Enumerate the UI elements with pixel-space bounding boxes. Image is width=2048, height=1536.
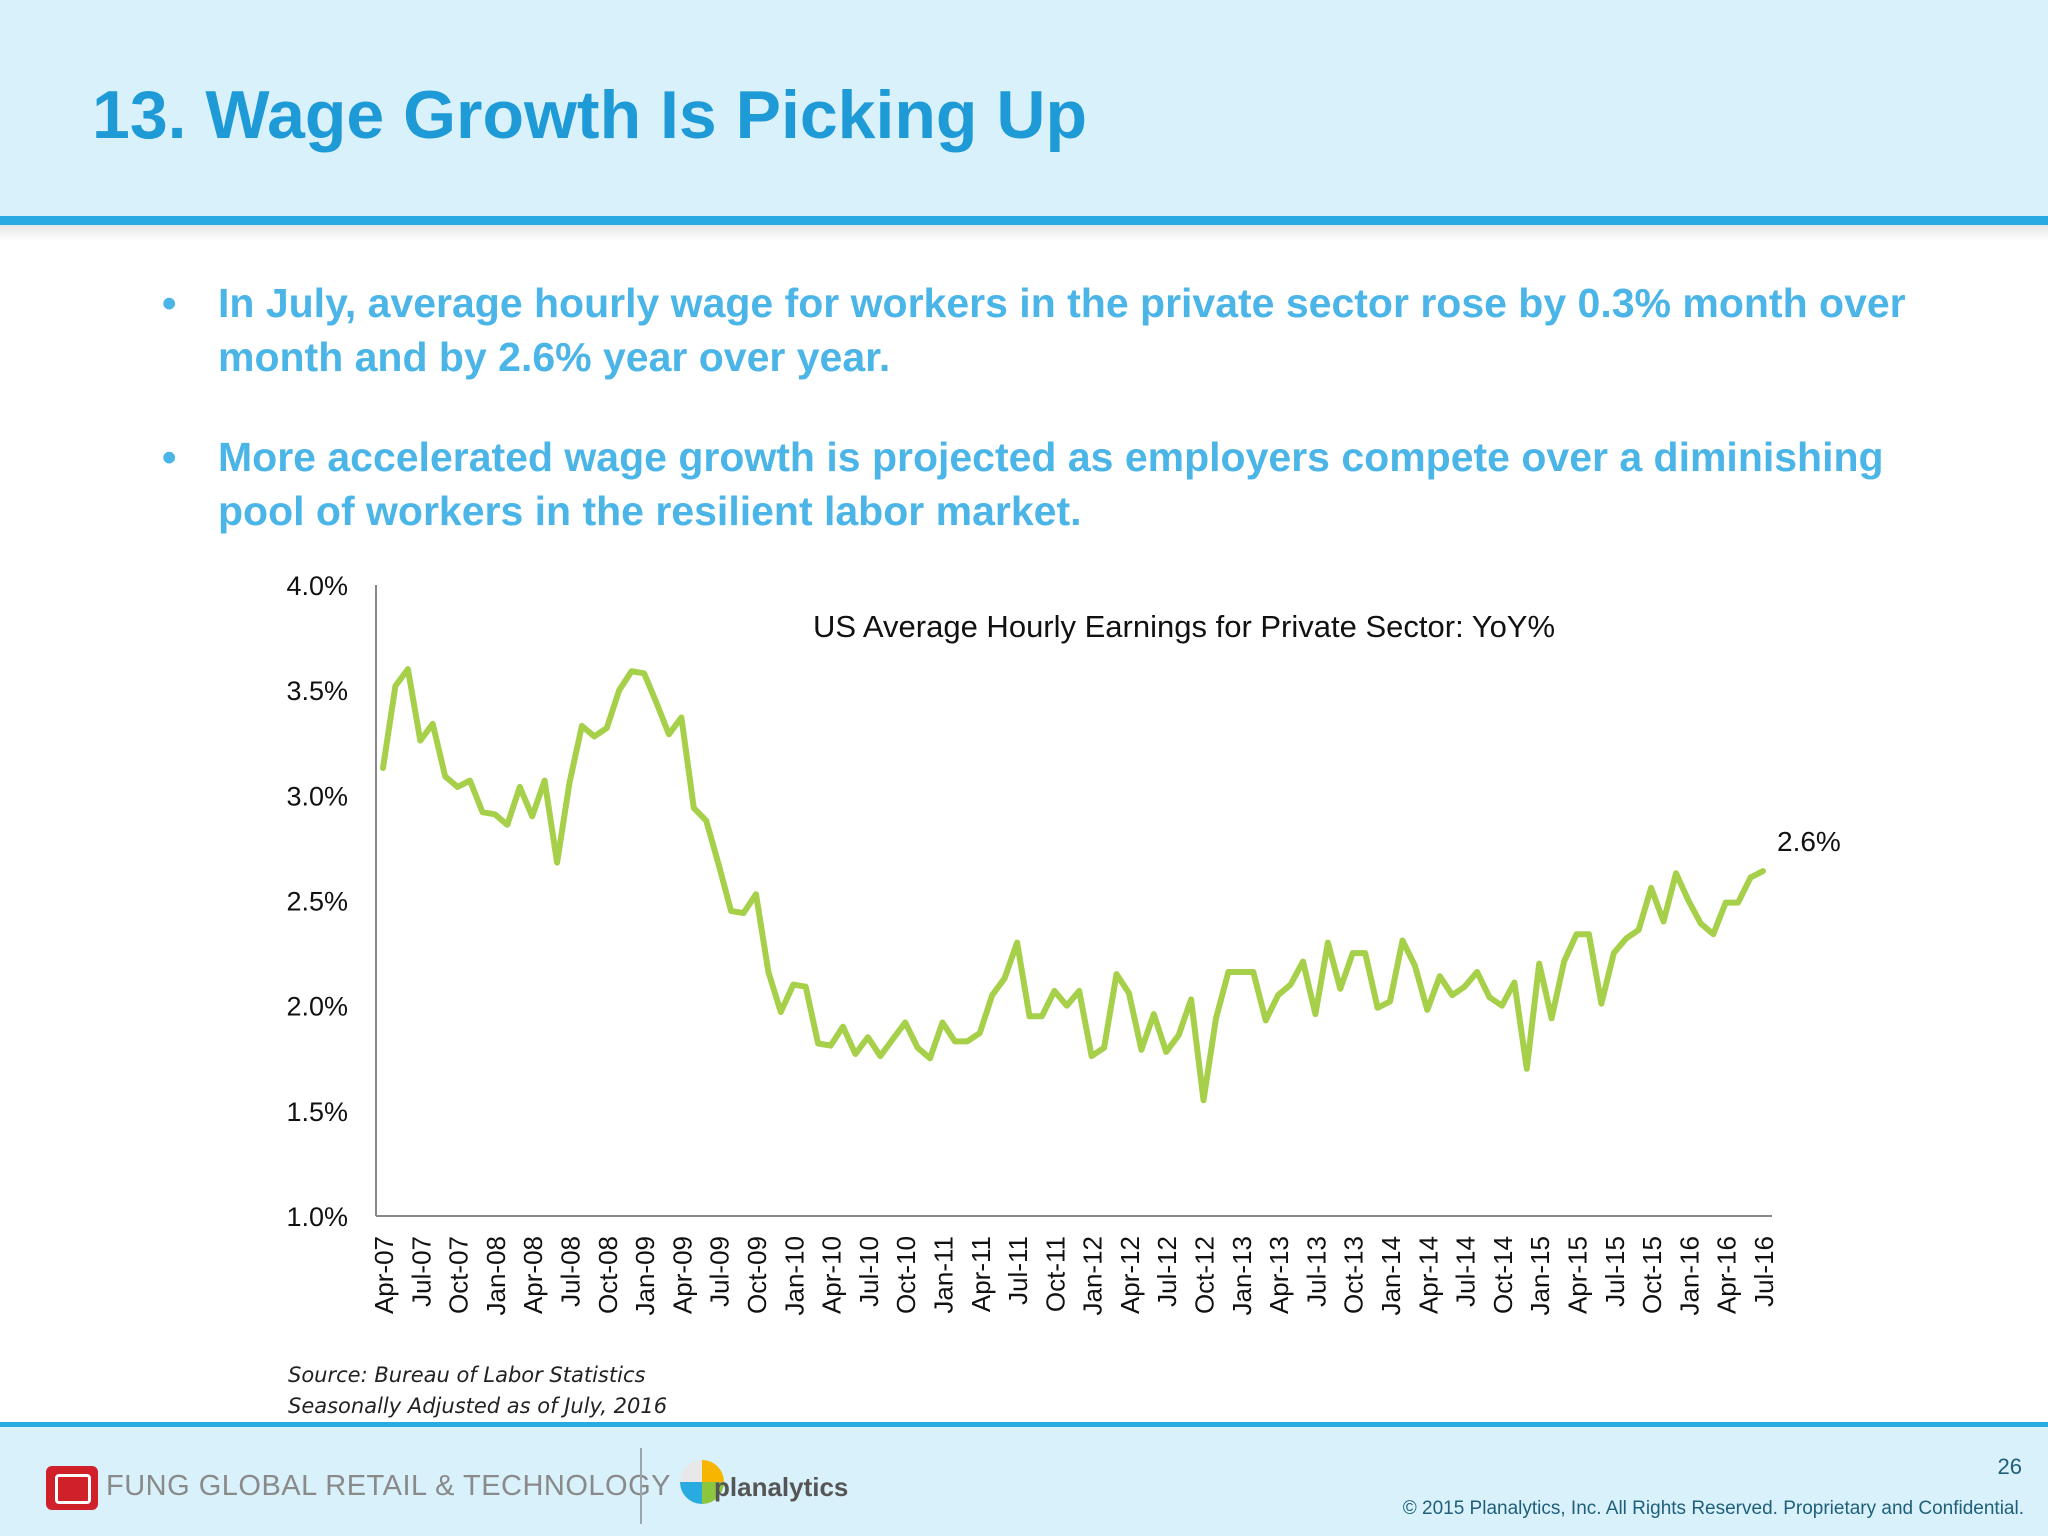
x-tick-label: Jul-11	[1003, 1236, 1033, 1305]
partner-name: planalytics	[714, 1472, 849, 1502]
series-line	[380, 666, 1766, 1104]
x-tick-label: Oct-14	[1488, 1236, 1518, 1314]
x-tick-label: Jul-13	[1301, 1236, 1331, 1307]
adjustment-note: Seasonally Adjusted as of July, 2016	[288, 1394, 668, 1418]
x-tick-label: Oct-13	[1339, 1236, 1369, 1314]
wage-growth-line-chart: US Average Hourly Earnings for Private S…	[286, 571, 1841, 1316]
bullet-item: • More accelerated wage growth is projec…	[160, 430, 1960, 538]
x-tick-label: Jan-12	[1078, 1236, 1108, 1316]
x-tick-labels: Apr-07 Jul-07 Oct-07 Jan-08 Apr-08 Jul-08 Oct-…	[369, 1236, 1779, 1316]
x-tick-label: Apr-11	[966, 1236, 996, 1312]
x-tick-label: Jul-08	[555, 1236, 585, 1307]
x-tick-label: Jan-11	[928, 1236, 958, 1314]
x-tick-label: Jan-10	[779, 1236, 809, 1316]
x-tick-label: Oct-07	[444, 1236, 474, 1314]
page-title: 13. Wage Growth Is Picking Up	[92, 77, 1087, 153]
y-tick-label: 1.5%	[286, 1097, 348, 1127]
x-tick-label: Apr-12	[1115, 1236, 1145, 1314]
x-tick-label: Jul-15	[1600, 1236, 1630, 1307]
x-tick-label: Jan-15	[1525, 1236, 1555, 1316]
header-shadow	[0, 225, 2048, 241]
x-tick-label: Oct-11	[1040, 1236, 1070, 1312]
x-tick-label: Oct-09	[742, 1236, 772, 1314]
x-tick-label: Jul-12	[1152, 1236, 1182, 1307]
planalytics-logo-icon	[680, 1460, 724, 1504]
x-tick-label: Jul-16	[1749, 1236, 1779, 1307]
footer-divider	[0, 1422, 2048, 1427]
x-tick-label: Jul-14	[1451, 1236, 1481, 1307]
bullet-list: • In July, average hourly wage for worke…	[160, 276, 1960, 584]
fung-logo-icon	[46, 1466, 98, 1510]
bullet-text: More accelerated wage growth is projecte…	[218, 434, 1884, 534]
x-tick-label: Apr-13	[1264, 1236, 1294, 1314]
y-tick-label: 3.5%	[286, 676, 348, 706]
x-tick-label: Jul-09	[705, 1236, 735, 1307]
bullet-marker: •	[162, 280, 177, 326]
header-divider	[0, 216, 2048, 225]
x-tick-label: Jan-13	[1227, 1236, 1257, 1316]
source-line: Source: Bureau of Labor Statistics	[288, 1363, 646, 1387]
chart-title: US Average Hourly Earnings for Private S…	[813, 609, 1555, 644]
x-tick-label: Jul-07	[406, 1236, 436, 1307]
x-tick-label: Jan-08	[481, 1236, 511, 1316]
company-name: FUNG GLOBAL RETAIL & TECHNOLOGY	[106, 1470, 672, 1502]
x-tick-label: Apr-08	[518, 1236, 548, 1314]
source-note: Source: Bureau of Labor Statistics Seaso…	[288, 1360, 667, 1422]
copyright-notice: © 2015 Planalytics, Inc. All Rights Rese…	[1402, 1498, 2024, 1519]
x-tick-label: Jul-10	[854, 1236, 884, 1307]
y-tick-label: 2.0%	[286, 992, 348, 1022]
header-band	[0, 0, 2048, 218]
x-tick-label: Oct-08	[593, 1236, 623, 1314]
x-tick-label: Apr-15	[1563, 1236, 1593, 1314]
x-tick-label: Jan-16	[1674, 1236, 1704, 1316]
x-tick-label: Apr-07	[369, 1236, 399, 1314]
page-number: 26	[1997, 1454, 2022, 1479]
x-tick-label: Jan-09	[630, 1236, 660, 1316]
y-tick-label: 2.5%	[286, 887, 348, 917]
x-tick-label: Apr-14	[1413, 1236, 1443, 1314]
x-tick-label: Oct-10	[891, 1236, 921, 1314]
x-tick-label: Apr-10	[817, 1236, 847, 1314]
y-tick-label: 3.0%	[286, 781, 348, 811]
x-tick-label: Jan-14	[1376, 1236, 1406, 1316]
end-value-label: 2.6%	[1777, 826, 1841, 857]
y-tick-label: 4.0%	[286, 571, 348, 601]
bullet-text: In July, average hourly wage for workers…	[218, 280, 1906, 380]
bullet-marker: •	[162, 434, 177, 480]
footer-band	[0, 1422, 2048, 1536]
footer-separator	[640, 1448, 642, 1524]
x-tick-label: Oct-15	[1637, 1236, 1667, 1314]
y-tick-label: 1.0%	[286, 1202, 348, 1232]
x-tick-label: Oct-12	[1190, 1236, 1220, 1314]
x-tick-label: Apr-16	[1712, 1236, 1742, 1314]
y-tick-labels: 4.0% 3.5% 3.0% 2.5% 2.0% 1.5% 1.0%	[286, 571, 348, 1232]
bullet-item: • In July, average hourly wage for worke…	[160, 276, 1960, 384]
x-tick-label: Apr-09	[667, 1236, 697, 1314]
